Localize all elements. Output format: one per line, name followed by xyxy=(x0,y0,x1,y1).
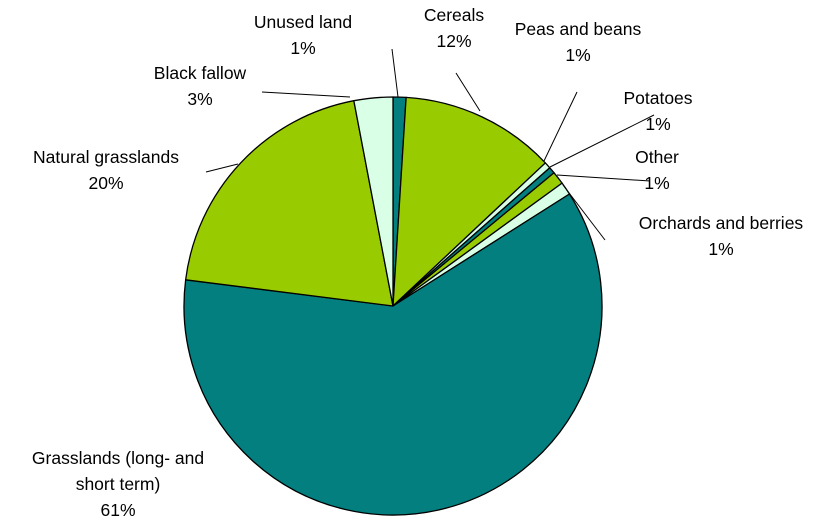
slice-label-name: Black fallow xyxy=(154,63,247,83)
slice-label-black-fallow: Black fallow 3% xyxy=(154,63,247,109)
slice-label-name: Potatoes xyxy=(623,88,692,108)
leader-lines xyxy=(205,48,655,241)
pie-slice-grasslands-long-and-short-term xyxy=(183,193,603,516)
slice-label-name: short term) xyxy=(76,474,161,494)
leader-line-unused-land xyxy=(391,48,399,98)
slice-label-unused-land: Unused land 1% xyxy=(254,12,352,58)
slice-label-value: 1% xyxy=(565,45,590,65)
leader-line-cereals xyxy=(455,72,481,112)
slice-label-name: Natural grasslands xyxy=(33,147,179,167)
slice-label-name: Cereals xyxy=(424,5,485,25)
leader-line-peas-and-beans xyxy=(543,91,578,162)
slice-label-grasslands-long-and-short-term: Grasslands (long- and short term) 61% xyxy=(32,448,204,520)
leader-line-orchards-and-berries xyxy=(562,184,606,241)
slice-label-orchards-and-berries: Orchards and berries 1% xyxy=(639,213,804,259)
pie-slices xyxy=(183,96,603,516)
slice-label-name: Peas and beans xyxy=(515,19,642,39)
slice-label-cereals: Cereals 12% xyxy=(424,5,485,51)
leader-line-potatoes xyxy=(549,114,655,168)
leader-line-natural-grasslands xyxy=(205,163,239,173)
leader-line-other xyxy=(556,174,651,182)
slice-label-name: Grasslands (long- and xyxy=(32,448,204,468)
leader-line-black-fallow xyxy=(261,91,351,98)
slice-label-value: 1% xyxy=(708,239,733,259)
slice-label-value: 20% xyxy=(88,173,123,193)
slice-label-natural-grasslands: Natural grasslands 20% xyxy=(33,147,179,193)
slice-label-value: 1% xyxy=(645,114,670,134)
slice-label-value: 1% xyxy=(290,38,315,58)
slice-label-value: 3% xyxy=(187,89,212,109)
slice-label-name: Unused land xyxy=(254,12,352,32)
slice-label-value: 61% xyxy=(100,500,135,520)
slice-label-peas-and-beans: Peas and beans 1% xyxy=(515,19,642,65)
slice-label-name: Other xyxy=(635,147,679,167)
slice-label-other: Other 1% xyxy=(635,147,679,193)
slice-label-name: Orchards and berries xyxy=(639,213,804,233)
slice-labels: Unused land 1%Cereals 12%Peas and beans 1%P… xyxy=(32,5,804,520)
slice-label-potatoes: Potatoes 1% xyxy=(623,88,692,134)
pie-slice-natural-grasslands xyxy=(185,100,394,307)
slice-label-value: 12% xyxy=(436,31,471,51)
pie-slice-black-fallow xyxy=(353,96,394,307)
slice-label-value: 1% xyxy=(644,173,669,193)
pie-slice-cereals xyxy=(392,96,546,307)
